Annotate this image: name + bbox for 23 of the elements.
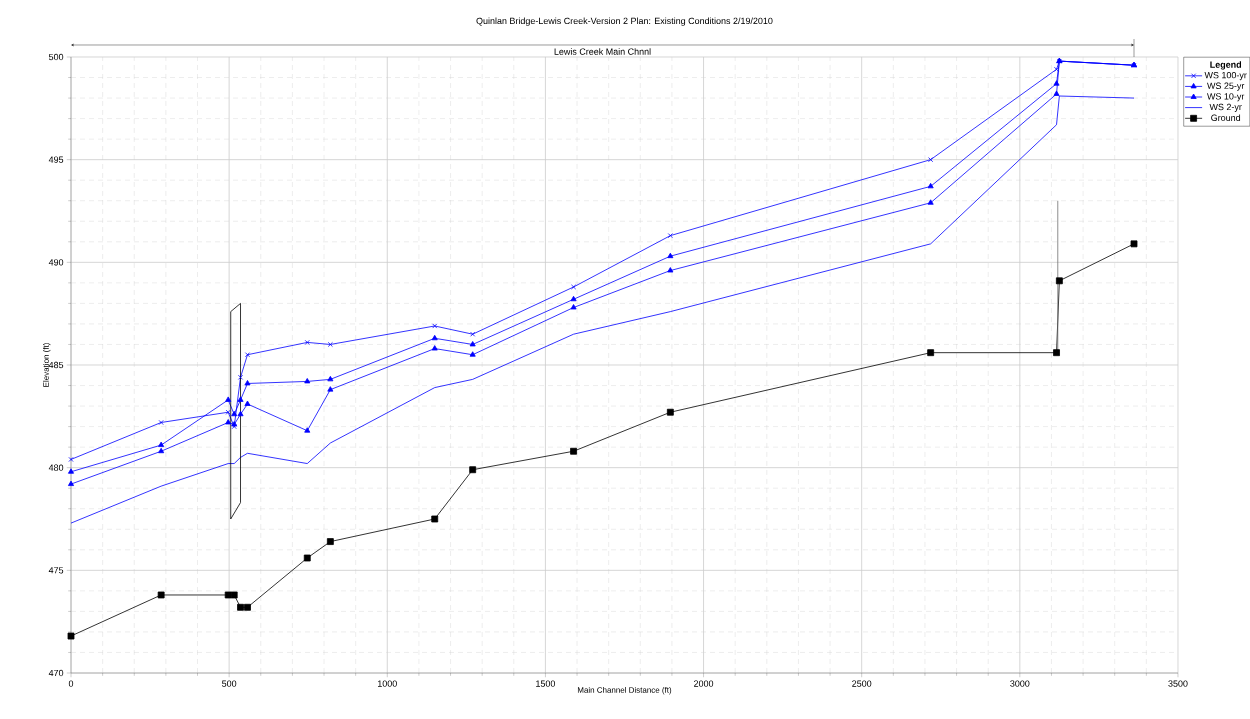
- legend-label: WS 2-yr: [1209, 103, 1242, 112]
- x-tick-label: 1500: [536, 680, 556, 687]
- y-tick-label: 490: [48, 259, 64, 266]
- y-tick-label: 485: [48, 361, 64, 369]
- x-tick-label: 3000: [1010, 680, 1030, 687]
- legend-title: Legend: [1210, 61, 1242, 70]
- legend-label: WS 100-yr: [1204, 72, 1247, 81]
- chart-title: Quinlan Bridge-Lewis Creek-Version 2 Plan: Existing Conditions 2/19/2010: [476, 17, 773, 26]
- legend-label: WS 25-yr: [1207, 82, 1245, 91]
- legend-label: Ground: [1211, 114, 1241, 121]
- y-tick-label: 475: [48, 567, 64, 574]
- text: Lewis Creek Main Chnnl: [554, 48, 651, 55]
- x-tick-label: 3500: [1168, 680, 1188, 687]
- x-tick-label: 1000: [377, 680, 397, 687]
- y-tick-label: 495: [48, 156, 64, 163]
- x-tick-label: 2000: [694, 680, 714, 687]
- x-tick-label: 500: [222, 680, 237, 687]
- x-tick-label: 0: [68, 680, 74, 687]
- x-tick-label: 2500: [852, 680, 872, 687]
- y-tick-label: 500: [48, 53, 64, 61]
- y-tick-label: 470: [48, 669, 64, 677]
- y-tick-label: 480: [48, 464, 64, 471]
- legend-label: WS 10-yr: [1207, 93, 1245, 102]
